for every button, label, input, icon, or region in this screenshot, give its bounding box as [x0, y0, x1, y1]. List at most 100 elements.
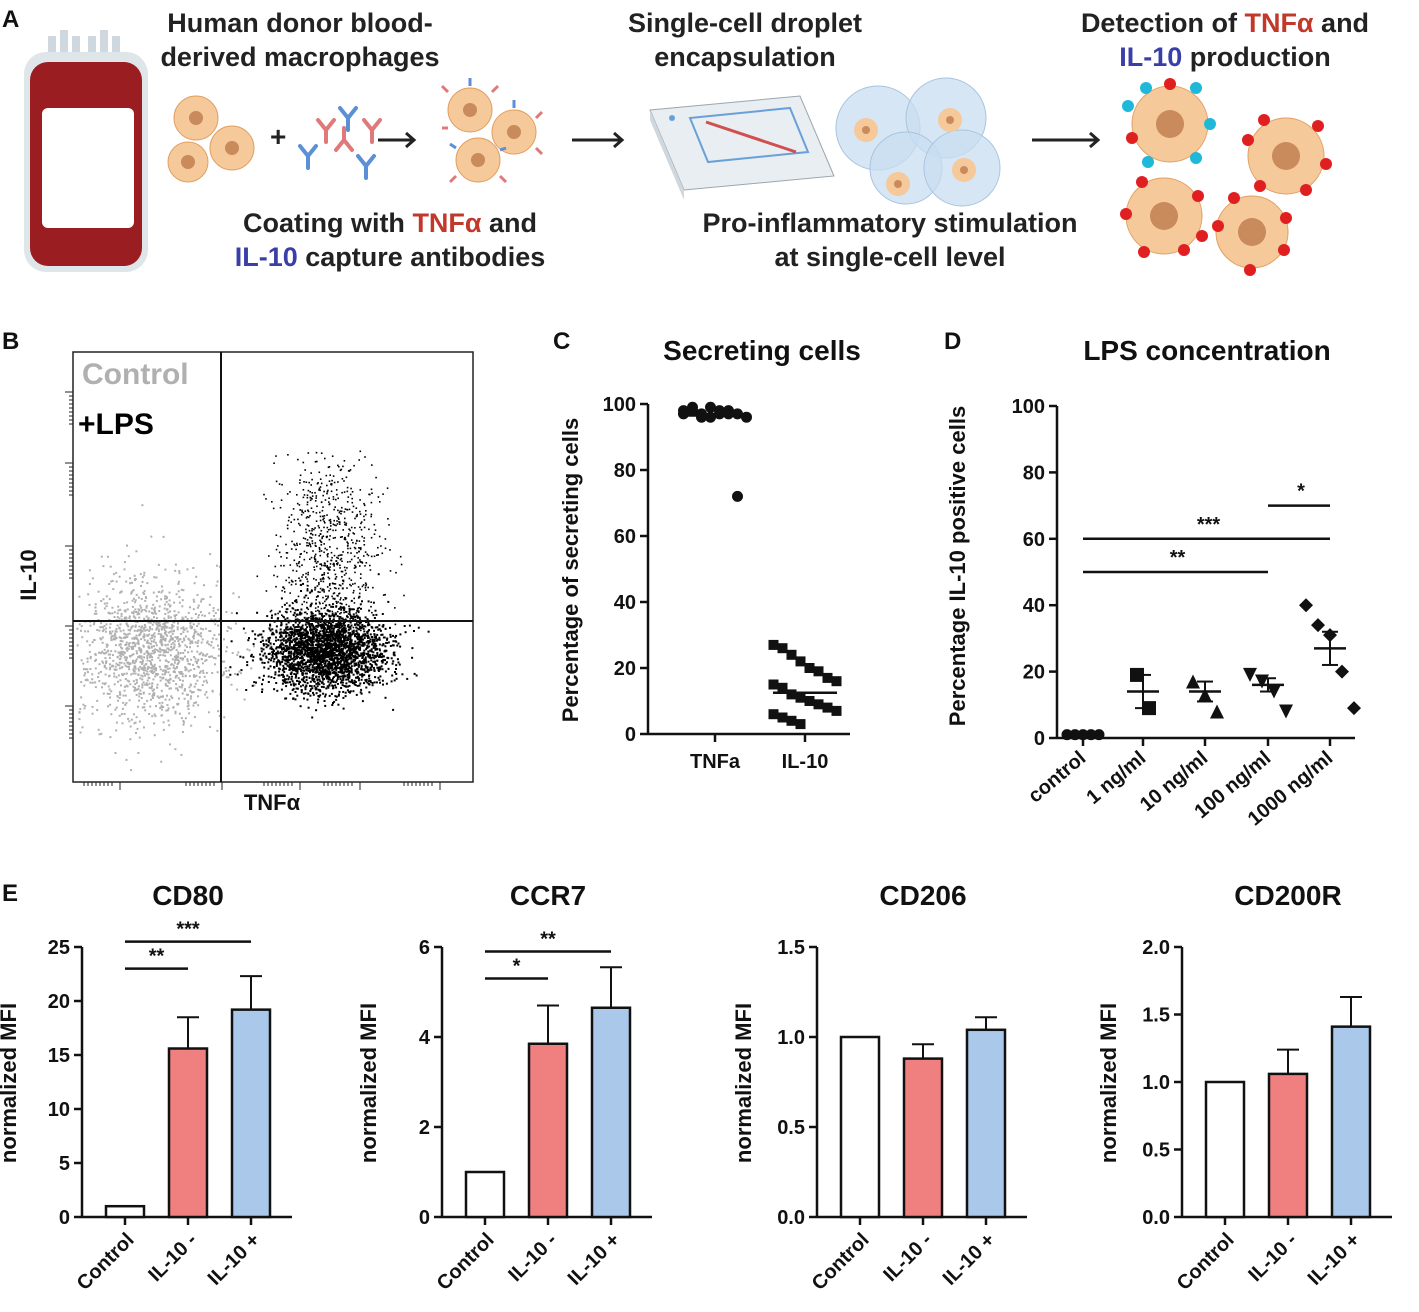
chart-title: CD206	[879, 880, 966, 911]
x-tick-label: IL-10 +	[564, 1229, 625, 1290]
bar	[230, 1008, 272, 1219]
panel-label-e: E	[2, 880, 19, 907]
bar	[464, 1170, 506, 1219]
y-tick-label: 1.0	[1142, 1072, 1170, 1094]
data-point	[768, 679, 779, 690]
data-point	[813, 666, 824, 677]
panel-label-c: C	[553, 328, 571, 355]
detected-cells-icon	[1120, 78, 1332, 276]
step2-post: capture antibodies	[297, 242, 546, 272]
chart-title: CD80	[152, 880, 224, 911]
significance-label: ***	[1197, 514, 1221, 536]
data-point	[1279, 704, 1293, 719]
step3-line2: encapsulation	[654, 42, 836, 72]
panel-label-b: B	[2, 328, 20, 355]
y-tick-label: 80	[614, 460, 636, 482]
y-tick-label: 0.0	[1142, 1207, 1170, 1229]
y-tick-label: 2	[419, 1117, 430, 1139]
bar	[1330, 1025, 1372, 1219]
bar	[1267, 1072, 1309, 1219]
x-tick-label: IL-10	[782, 751, 829, 773]
y-tick-label: 0	[625, 724, 636, 746]
data-point	[1299, 598, 1313, 613]
data-point	[777, 643, 788, 654]
arrow-2-icon	[572, 131, 625, 149]
flow-xlabel: TNFα	[244, 790, 301, 815]
bar	[167, 1047, 209, 1219]
step5-tnf: TNFα	[1244, 8, 1314, 38]
data-point	[813, 699, 824, 710]
data-point	[678, 405, 689, 417]
blood-bag-icon	[24, 30, 148, 272]
x-tick-label: TNFa	[690, 751, 741, 773]
panel-a-graphics: +	[24, 30, 1332, 276]
y-tick-label: 1.5	[1142, 1005, 1170, 1027]
significance-label: ***	[176, 919, 200, 941]
step1-text: Human donor blood- derived macrophages	[140, 6, 460, 74]
y-axis-label: normalized MFI	[731, 1003, 756, 1163]
x-tick-label: Control	[1173, 1229, 1239, 1295]
microfluidic-chip-icon	[649, 95, 835, 200]
y-tick-label: 25	[48, 937, 70, 959]
y-tick-label: 100	[1012, 396, 1045, 418]
step5-il10: IL-10	[1119, 42, 1183, 72]
data-point	[786, 715, 797, 726]
y-tick-label: 10	[48, 1099, 70, 1121]
x-tick-label: IL-10 -	[1244, 1229, 1301, 1286]
step2-text: Coating with TNFα and IL-10 capture anti…	[200, 206, 580, 274]
step4-line2: at single-cell level	[774, 242, 1006, 272]
y-tick-label: 1.0	[777, 1027, 805, 1049]
data-point	[804, 663, 815, 673]
step5-and: and	[1313, 8, 1370, 38]
y-tick-label: 2.0	[1142, 937, 1170, 959]
data-point	[1255, 674, 1269, 689]
panel-label-a: A	[2, 6, 20, 33]
data-point	[732, 490, 743, 502]
y-tick-label: 20	[614, 658, 636, 680]
legend-control: Control	[82, 358, 189, 391]
chart-cd200r: CD200R normalized MFI 0.0 0.5 1.0 1.5 2.0 Contr…	[1096, 880, 1392, 1295]
y-tick-label: 0.5	[1142, 1140, 1170, 1162]
significance-label: *	[1297, 481, 1305, 503]
bar	[839, 1035, 881, 1219]
y-axis-label: Percentage of secreting cells	[558, 418, 583, 722]
y-tick-label: 80	[1023, 462, 1045, 484]
step5-text: Detection of TNFα and IL-10 production	[1060, 6, 1390, 74]
y-tick-label: 40	[614, 592, 636, 614]
step2-pre: Coating with	[242, 208, 413, 238]
data-point	[1186, 674, 1200, 689]
chart-title: Secreting cells	[663, 335, 861, 366]
data-point	[705, 411, 716, 423]
data-point	[786, 689, 797, 700]
bar	[965, 1028, 1007, 1219]
x-tick-label: Control	[73, 1229, 139, 1295]
y-tick-label: 0	[419, 1207, 430, 1229]
x-tick-label: Control	[433, 1229, 499, 1295]
legend-lps: +LPS	[78, 408, 154, 441]
step3-text: Single-cell droplet encapsulation	[600, 6, 890, 74]
step3-line1: Single-cell droplet	[627, 8, 863, 38]
data-point	[768, 639, 779, 650]
droplets-icon	[835, 77, 1001, 207]
y-tick-label: 40	[1023, 595, 1045, 617]
y-axis-label: Percentage IL-10 positive cells	[945, 406, 970, 726]
y-tick-label: 100	[603, 394, 636, 416]
step4-line1: Pro-inflammatory stimulation	[702, 208, 1078, 238]
data-point	[795, 719, 806, 730]
flow-cytometry-plot: Control +LPS TNFα IL-10	[16, 351, 474, 815]
x-tick-label: IL-10 +	[939, 1229, 1000, 1290]
y-tick-label: 15	[48, 1045, 70, 1067]
chart-title: CCR7	[510, 880, 586, 911]
bar	[902, 1057, 944, 1219]
x-tick-label: control	[1024, 747, 1090, 807]
data-point	[1243, 667, 1257, 682]
y-tick-label: 0.5	[777, 1117, 805, 1139]
data-point	[822, 702, 833, 713]
y-tick-label: 0.0	[777, 1207, 805, 1229]
data-point	[822, 672, 833, 683]
y-tick-label: 60	[614, 526, 636, 548]
data-point	[831, 676, 842, 687]
coated-macrophages-icon	[440, 78, 544, 184]
